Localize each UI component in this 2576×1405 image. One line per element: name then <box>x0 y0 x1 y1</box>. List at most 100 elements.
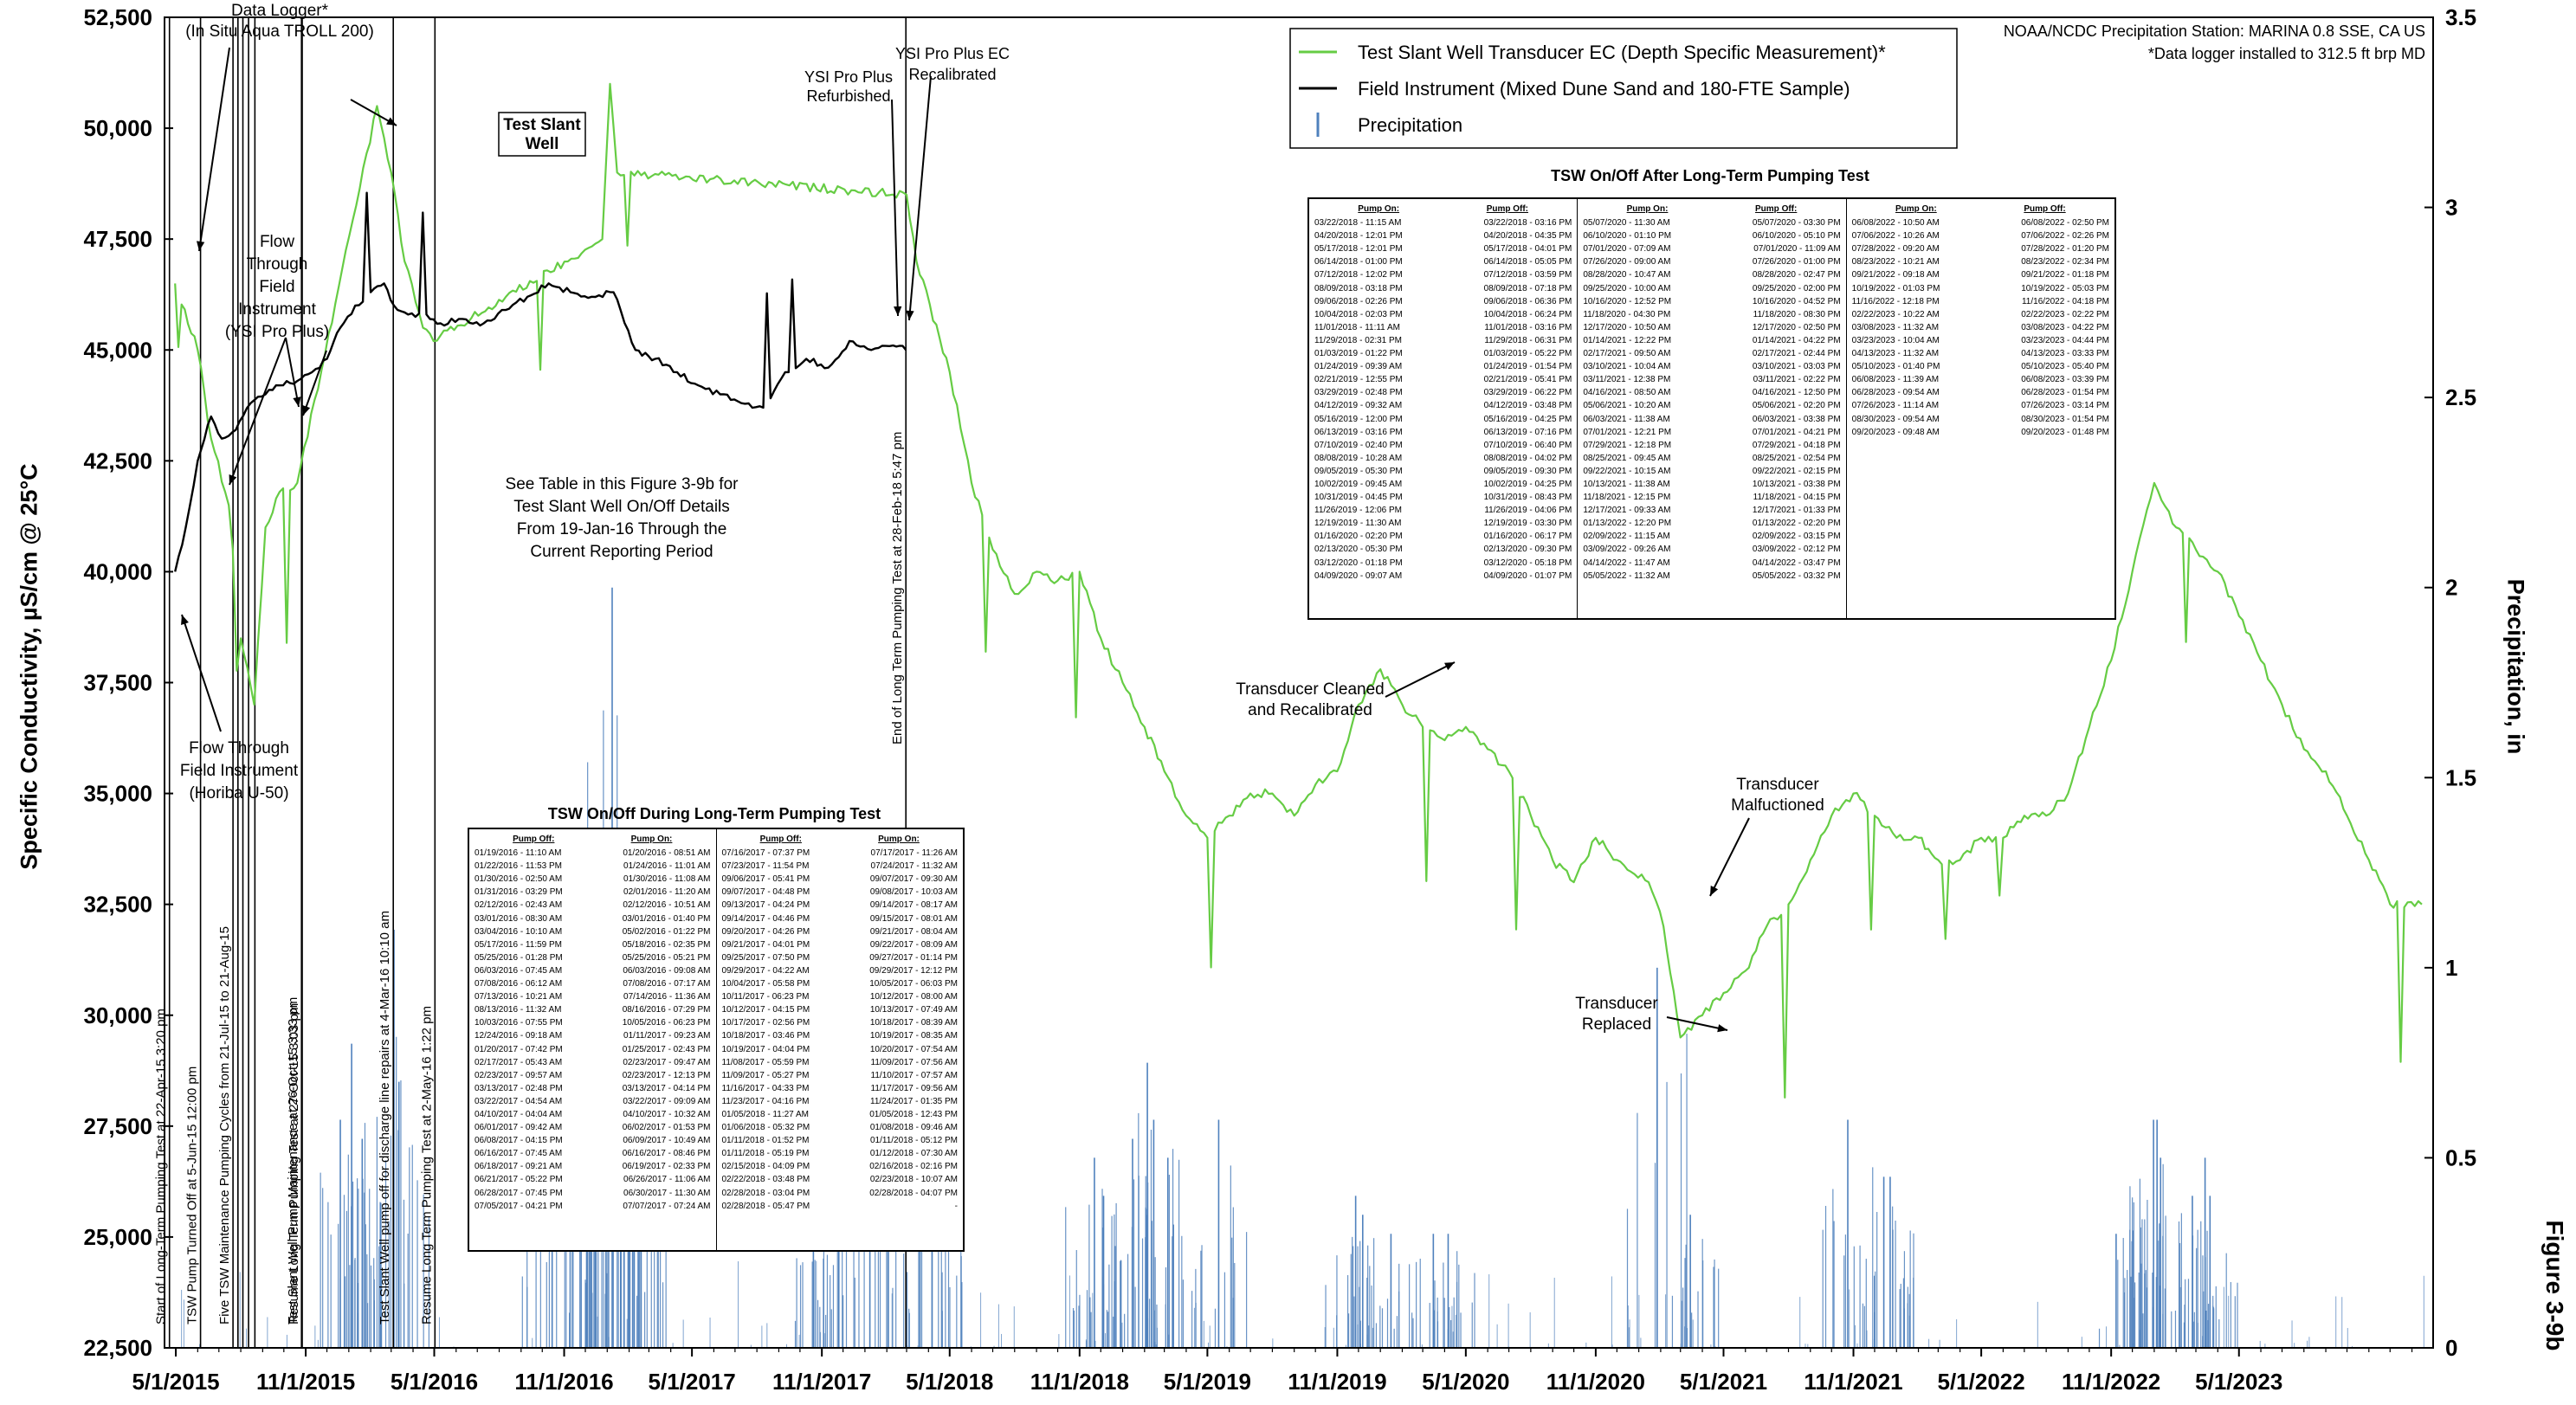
x-tick-label: 5/1/2015 <box>132 1369 219 1395</box>
table-cell: 06/28/2023 - 09:54 AM <box>1851 388 1940 398</box>
table-cell: - <box>954 1201 958 1211</box>
y-tick-label-left: 52,500 <box>83 4 152 30</box>
table-cell: 07/01/2020 - 07:09 AM <box>1583 244 1671 255</box>
annotation-transducer-cleaned: Transducer Cleaned <box>1236 680 1384 699</box>
table-row: 08/08/2019 - 10:28 AM 08/08/2019 - 04:02 … <box>1314 452 1572 465</box>
table-cell: 05/17/2016 - 11:59 PM <box>475 939 562 950</box>
event-label: Resume Long Term Pumping Test at 2-May-1… <box>419 1006 434 1324</box>
annotation-transducer-malfunctioned: Malfuctioned <box>1731 796 1824 815</box>
annotation-arrow <box>198 47 230 252</box>
table-cell: 06/26/2017 - 11:06 AM <box>623 1175 711 1185</box>
annotation-arrowhead <box>906 310 914 320</box>
table-after-column-header: Pump On: Pump Off: <box>1314 203 1572 216</box>
table-cell: 06/03/2016 - 07:45 AM <box>475 965 563 976</box>
table-cell: 07/07/2017 - 07:24 AM <box>623 1201 711 1211</box>
table-cell: 06/21/2017 - 05:22 PM <box>475 1175 563 1185</box>
table-cell: 12/17/2020 - 02:50 PM <box>1752 322 1841 332</box>
table-row: 06/10/2020 - 01:10 PM 06/10/2020 - 05:10 … <box>1583 229 1840 242</box>
event-label: Test Slant Well Pump Maintenance at 26-O… <box>286 997 300 1324</box>
table-long-term-column-header: Pump Off: Pump On: <box>475 833 711 846</box>
table-cell: 09/07/2017 - 04:48 PM <box>721 887 810 898</box>
table-cell: 08/13/2016 - 11:32 AM <box>475 1005 562 1015</box>
table-cell: 08/28/2020 - 02:47 PM <box>1752 270 1841 280</box>
table-row: 02/13/2020 - 05:30 PM 02/13/2020 - 09:30 … <box>1314 543 1572 556</box>
table-row: 01/22/2016 - 11:53 PM 01/24/2016 - 11:01 … <box>475 860 711 873</box>
table-cell: 10/13/2021 - 03:38 PM <box>1752 479 1841 489</box>
table-row: 02/15/2018 - 04:09 PM 02/16/2018 - 02:16 … <box>722 1160 959 1173</box>
annotation-arrowhead <box>1710 886 1719 896</box>
annotation-arrowhead <box>181 615 189 625</box>
table-cell: 01/08/2018 - 09:46 AM <box>869 1123 958 1133</box>
table-cell: 02/17/2017 - 05:43 AM <box>475 1057 563 1067</box>
table-cell: 06/14/2018 - 05:05 PM <box>1483 257 1572 267</box>
table-cell: 01/30/2016 - 02:50 AM <box>475 874 563 885</box>
table-row: 04/20/2018 - 12:01 PM 04/20/2018 - 04:35 … <box>1314 229 1572 242</box>
table-cell: 03/11/2021 - 02:22 PM <box>1753 375 1841 385</box>
table-row: 11/09/2017 - 05:27 PM 11/10/2017 - 07:57 … <box>722 1069 959 1082</box>
table-cell: 06/30/2017 - 11:30 AM <box>623 1188 711 1198</box>
table-row: 06/08/2022 - 10:50 AM 06/08/2022 - 02:50 … <box>1852 216 2109 229</box>
figure-label: Figure 3-9b <box>2541 1220 2568 1351</box>
annotation-arrowhead <box>302 405 311 416</box>
table-cell: 11/23/2017 - 04:16 PM <box>721 1096 810 1106</box>
series-lines <box>174 82 2423 1099</box>
annotation-flow-through-horiba: Flow Through <box>189 739 289 757</box>
table-row: 11/18/2021 - 12:15 PM 11/18/2021 - 04:15 … <box>1583 491 1840 504</box>
annotation-arrowhead <box>894 306 902 316</box>
table-cell: 06/10/2020 - 01:10 PM <box>1583 231 1672 242</box>
y-axis-label-right: Precipitation, in <box>2502 578 2529 755</box>
table-cell: 04/09/2020 - 01:07 PM <box>1483 570 1572 581</box>
x-tick-label: 5/1/2022 <box>1938 1369 2025 1395</box>
table-row: 09/21/2022 - 09:18 AM 09/21/2022 - 01:18 … <box>1852 268 2109 281</box>
annotation-test-slant-well: Well <box>526 135 559 153</box>
table-cell: 10/04/2017 - 05:58 PM <box>721 979 810 989</box>
table-cell: 09/06/2017 - 05:41 PM <box>721 874 810 885</box>
table-long-term-title: TSW On/Off During Long-Term Pumping Test <box>547 805 881 822</box>
table-long-term-grid: Pump Off: Pump On: 01/19/2016 - 11:10 AM 01… <box>469 829 963 1250</box>
table-row: 01/03/2019 - 01:22 PM 01/03/2019 - 05:22 … <box>1314 347 1572 360</box>
table-cell: 10/13/2017 - 07:49 AM <box>869 1005 958 1015</box>
table-cell: 01/24/2019 - 01:54 PM <box>1483 362 1572 372</box>
table-cell: 09/08/2017 - 10:03 AM <box>869 887 958 898</box>
table-cell: 01/05/2018 - 12:43 PM <box>869 1109 958 1119</box>
table-cell: 10/17/2017 - 02:56 PM <box>721 1018 810 1028</box>
table-row: 12/19/2019 - 11:30 AM 12/19/2019 - 03:30 … <box>1314 517 1572 530</box>
annotation-flow-through-ysi: Flow <box>260 233 294 251</box>
table-cell: 10/05/2016 - 06:23 PM <box>622 1018 711 1028</box>
table-row: 02/09/2022 - 11:15 AM 02/09/2022 - 03:15 … <box>1583 530 1840 543</box>
x-tick-label: 5/1/2019 <box>1164 1369 1251 1395</box>
table-cell: 01/19/2016 - 11:10 AM <box>475 848 562 859</box>
table-row: 02/28/2018 - 05:47 PM - <box>722 1200 959 1213</box>
table-after-grid: Pump On: Pump Off: 03/22/2018 - 11:15 AM 03… <box>1309 199 2114 618</box>
annotation-flow-through-horiba: Field Instrument <box>180 762 299 780</box>
table-cell: 05/10/2023 - 05:40 PM <box>2021 362 2109 372</box>
table-row: 09/25/2017 - 07:50 PM 09/27/2017 - 01:14 … <box>722 951 959 964</box>
table-cell: 03/13/2017 - 04:14 PM <box>622 1083 711 1093</box>
table-row: 03/04/2016 - 10:10 AM 05/02/2016 - 01:22 … <box>475 925 711 938</box>
table-row: 10/02/2019 - 09:45 AM 10/02/2019 - 04:25 … <box>1314 478 1572 491</box>
table-cell: 09/21/2017 - 08:04 AM <box>869 926 958 937</box>
table-cell: 07/28/2022 - 01:20 PM <box>2021 244 2109 255</box>
y-tick-label-left: 22,500 <box>83 1335 152 1361</box>
table-row: 04/09/2020 - 09:07 AM 04/09/2020 - 01:07 … <box>1314 570 1572 583</box>
annotation-arrowhead <box>1717 1024 1727 1033</box>
table-cell: 02/28/2018 - 03:04 PM <box>721 1188 810 1198</box>
table-cell: 05/17/2018 - 12:01 PM <box>1314 244 1403 255</box>
table-cell: 06/09/2017 - 10:49 AM <box>623 1136 711 1146</box>
x-tick-label: 5/1/2021 <box>1680 1369 1767 1395</box>
table-cell: 11/16/2017 - 04:33 PM <box>721 1083 810 1093</box>
annotation-arrowhead <box>1444 662 1455 671</box>
annotation-flow-through-horiba: (Horiba U-50) <box>189 784 288 802</box>
table-cell: 02/22/2023 - 02:22 PM <box>2021 309 2109 319</box>
y-tick-label-right: 1 <box>2445 955 2457 981</box>
table-cell: 02/21/2019 - 05:41 PM <box>1483 375 1572 385</box>
event-label: Test Slant Well pump off for discharge l… <box>378 911 392 1324</box>
table-long-term-column: Pump Off: Pump On: 01/19/2016 - 11:10 AM 01… <box>469 829 717 1250</box>
precipitation-bars <box>181 587 2424 1348</box>
table-row: 02/21/2019 - 12:55 PM 02/21/2019 - 05:41 … <box>1314 373 1572 386</box>
annotation-transducer-malfunctioned: Transducer <box>1736 776 1819 794</box>
header-b: Pump Off: <box>1755 204 1798 214</box>
table-cell: 03/10/2021 - 03:03 PM <box>1752 362 1841 372</box>
table-cell: 02/13/2020 - 09:30 PM <box>1483 545 1572 555</box>
annotation-arrowhead <box>229 474 237 485</box>
